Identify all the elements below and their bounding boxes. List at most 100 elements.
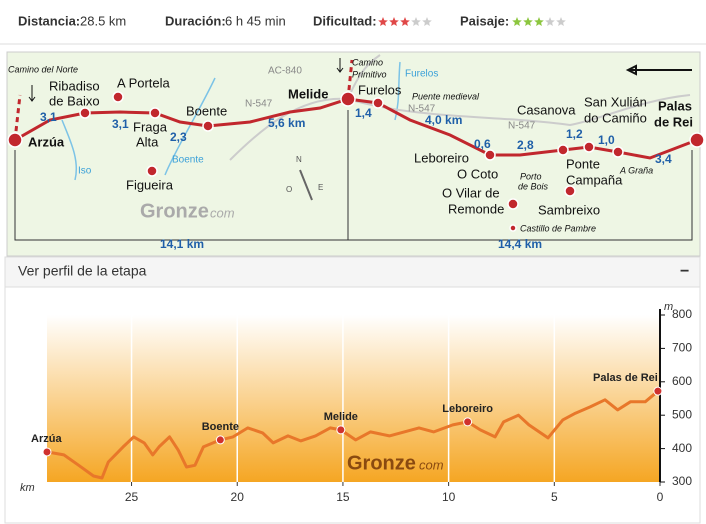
- map-label: Furelos: [358, 82, 402, 97]
- map-label: O: [286, 185, 292, 194]
- map-label: Iso: [78, 166, 92, 177]
- x-tick-label: 0: [657, 490, 664, 504]
- y-tick-label: 700: [672, 341, 692, 355]
- map-label: de Baixo: [49, 93, 100, 108]
- y-tick-label: 500: [672, 407, 692, 421]
- map-label: 3,1: [40, 110, 57, 124]
- map-label: 3,4: [655, 152, 672, 166]
- map-label: 2,8: [517, 138, 534, 152]
- map-label: Boente: [186, 103, 227, 118]
- map-label: N: [296, 155, 302, 164]
- map-label: Fraga: [133, 119, 168, 134]
- stop: [146, 165, 158, 177]
- distance-bracket: [14, 110, 693, 241]
- map-label: Melide: [288, 86, 328, 101]
- map-label: O Coto: [457, 166, 498, 181]
- map-label: 1,2: [566, 127, 583, 141]
- stop: [149, 107, 161, 119]
- map-label: Figueira: [126, 177, 174, 192]
- stat-label: Paisaje:: [460, 13, 509, 28]
- river: [61, 119, 78, 181]
- y-tick-label: 400: [672, 441, 692, 455]
- map-label: E: [318, 183, 323, 192]
- stop: [372, 97, 384, 109]
- stop: [507, 198, 519, 210]
- waypoint: [653, 386, 663, 396]
- rating-star: [556, 17, 566, 26]
- stop: [689, 132, 705, 148]
- route-link: [346, 59, 354, 100]
- map-label: N-547: [245, 99, 273, 110]
- map-label: Boente: [172, 155, 204, 166]
- panel-toggle[interactable]: −: [680, 263, 689, 280]
- map-label: de Bois: [518, 181, 549, 191]
- rating-star: [534, 17, 544, 26]
- map-label: A Graña: [619, 165, 653, 175]
- direction-arrow: [625, 64, 692, 76]
- map-label: Camino: [352, 57, 383, 67]
- waypoint: [42, 447, 52, 457]
- map-label: 1,0: [598, 133, 615, 147]
- map-label: Camino del Norte: [8, 64, 78, 74]
- stats-bar: [0, 0, 706, 44]
- map-brand-suffix: com: [210, 205, 235, 220]
- x-tick-label: 25: [125, 490, 139, 504]
- map-label: Ribadiso: [49, 78, 100, 93]
- rating-star: [400, 17, 410, 26]
- map-label: Primitivo: [352, 69, 387, 79]
- map-label: Palas: [658, 98, 692, 113]
- stat-value: 6 h 45 min: [225, 13, 286, 28]
- map-label: Furelos: [405, 69, 438, 80]
- rating-star: [411, 17, 421, 26]
- arrow: [28, 85, 36, 102]
- compass: [299, 169, 313, 201]
- map-brand: Gronze: [140, 200, 209, 222]
- stop: [564, 185, 576, 197]
- map-label: Alta: [136, 134, 159, 149]
- waypoint: [463, 417, 473, 427]
- x-tick-label: 20: [231, 490, 245, 504]
- map-label: Sambreixo: [538, 202, 600, 217]
- waypoint: [336, 425, 346, 435]
- stat-label: Distancia:: [18, 13, 80, 28]
- map-label: Ponte: [566, 156, 600, 171]
- waypoint-label: Palas de Rei: [593, 372, 658, 384]
- map-label: 1,4: [355, 106, 372, 120]
- stat-label: Duración:: [165, 13, 226, 28]
- map-label: Leboreiro: [414, 150, 469, 165]
- stop: [557, 144, 569, 156]
- map-label: 4,0 km: [425, 113, 462, 127]
- map-label: N-547: [508, 121, 536, 132]
- watermark-suffix: com: [419, 457, 444, 472]
- map-label: N-547: [408, 104, 436, 115]
- waypoint-label: Leboreiro: [442, 403, 493, 415]
- y-tick-label: 800: [672, 307, 692, 321]
- map-label: Puente medieval: [412, 91, 480, 101]
- stop: [612, 146, 624, 158]
- map-label: 2,3: [170, 130, 187, 144]
- map-label: Campaña: [566, 172, 623, 187]
- stop: [340, 91, 356, 107]
- y-tick-label: 300: [672, 474, 692, 488]
- waypoint-label: Melide: [324, 411, 358, 423]
- watermark: Gronze: [347, 452, 416, 474]
- map-label: A Portela: [117, 75, 171, 90]
- map: [6, 51, 701, 257]
- panel-header[interactable]: [4, 256, 701, 288]
- river: [164, 77, 216, 176]
- map-label: San Xulián: [584, 94, 647, 109]
- elevation-line: [46, 390, 659, 480]
- x-tick-label: 10: [442, 490, 456, 504]
- road: [229, 54, 381, 161]
- rating-star: [523, 17, 533, 26]
- map-stops: [7, 91, 705, 232]
- map-label: 0,6: [474, 137, 491, 151]
- stop: [79, 107, 91, 119]
- waypoint: [215, 435, 225, 445]
- road: [347, 94, 691, 127]
- stop: [583, 141, 595, 153]
- x-unit: km: [20, 482, 35, 494]
- rating-star: [378, 17, 388, 26]
- rating-star: [422, 17, 432, 26]
